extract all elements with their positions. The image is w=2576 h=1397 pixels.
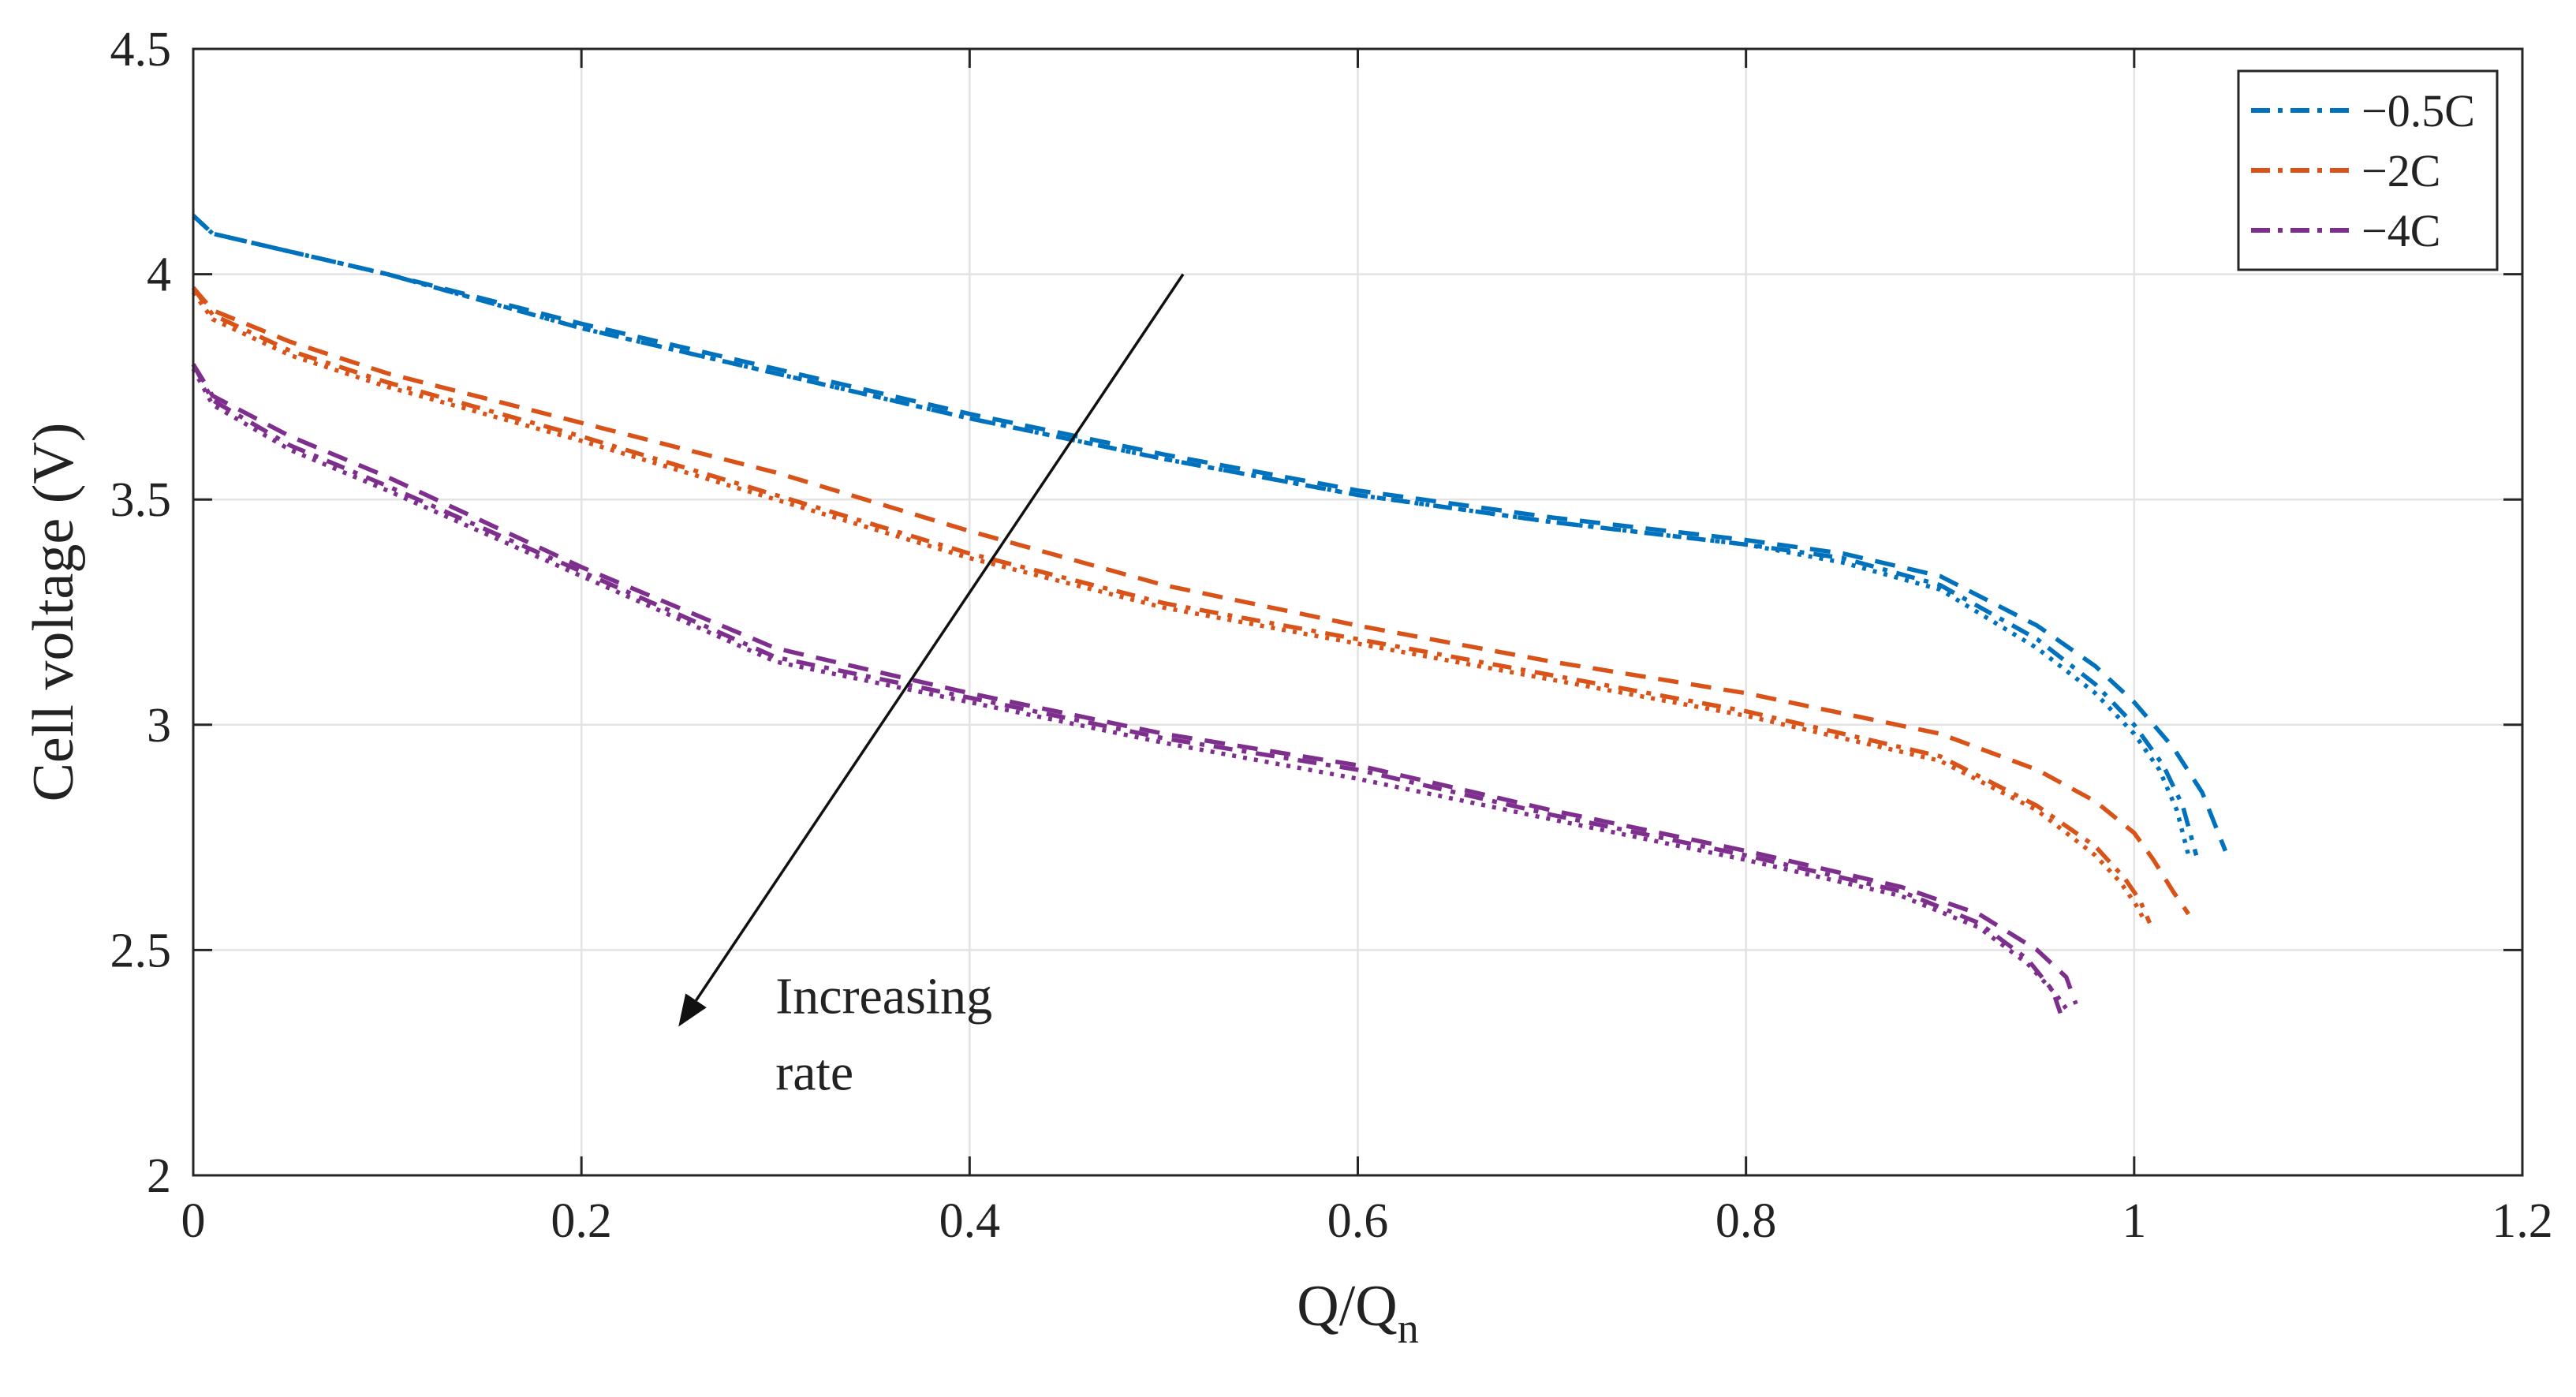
- legend-label: −2C: [2361, 145, 2440, 196]
- annotation-text-line-2: rate: [775, 1044, 853, 1101]
- series-line-dotted: [191, 368, 2068, 1010]
- series-line-dash-dot: [191, 363, 2063, 1014]
- x-axis-title: Q/Qn: [1297, 1274, 1418, 1352]
- x-tick-label: 0.6: [1327, 1194, 1389, 1248]
- series-group: [192, 214, 2228, 857]
- series-line-dash-dot: [191, 286, 2152, 924]
- y-tick-label: 3.5: [110, 473, 172, 527]
- series-line-dashed: [191, 363, 2078, 1005]
- legend-label: −4C: [2361, 205, 2440, 256]
- x-tick-label: 0: [181, 1194, 206, 1248]
- series-line-dotted: [192, 214, 2191, 857]
- series-lines: [191, 214, 2228, 1014]
- x-tick-label: 1.2: [2492, 1194, 2553, 1248]
- legend-label: −0.5C: [2361, 85, 2475, 136]
- x-tick-label: 1: [2122, 1194, 2146, 1248]
- series-group: [191, 286, 2190, 924]
- annotation-text-line-1: Increasing: [775, 967, 992, 1025]
- x-axis-title-subscript: n: [1398, 1305, 1419, 1352]
- y-tick-label: 4.5: [110, 23, 172, 77]
- y-tick-label: 2.5: [110, 924, 172, 977]
- series-line-dash-dot: [192, 214, 2199, 857]
- arrow-head-icon: [678, 993, 707, 1027]
- axis-ticks: 0 0.2 0.4 0.6 0.8 1 1.2 2 2.5 3 3.5 4 4.5: [110, 23, 2553, 1248]
- series-group: [191, 363, 2078, 1014]
- annotation: Increasing rate: [678, 273, 1185, 1101]
- series-line-dashed: [192, 214, 2228, 852]
- y-tick-label: 2: [147, 1149, 171, 1203]
- x-tick-label: 0.2: [551, 1194, 612, 1248]
- y-axis-title: Cell voltage (V): [21, 423, 86, 802]
- increasing-rate-arrow: [695, 273, 1185, 1002]
- legend: −0.5C −2C −4C: [2237, 69, 2499, 271]
- x-tick-label: 0.8: [1715, 1194, 1777, 1248]
- x-tick-label: 0.4: [939, 1194, 1001, 1248]
- series-line-dashed: [191, 286, 2190, 916]
- y-tick-label: 4: [147, 248, 171, 302]
- x-axis-title-main: Q/Q: [1297, 1274, 1397, 1339]
- y-tick-label: 3: [147, 699, 171, 753]
